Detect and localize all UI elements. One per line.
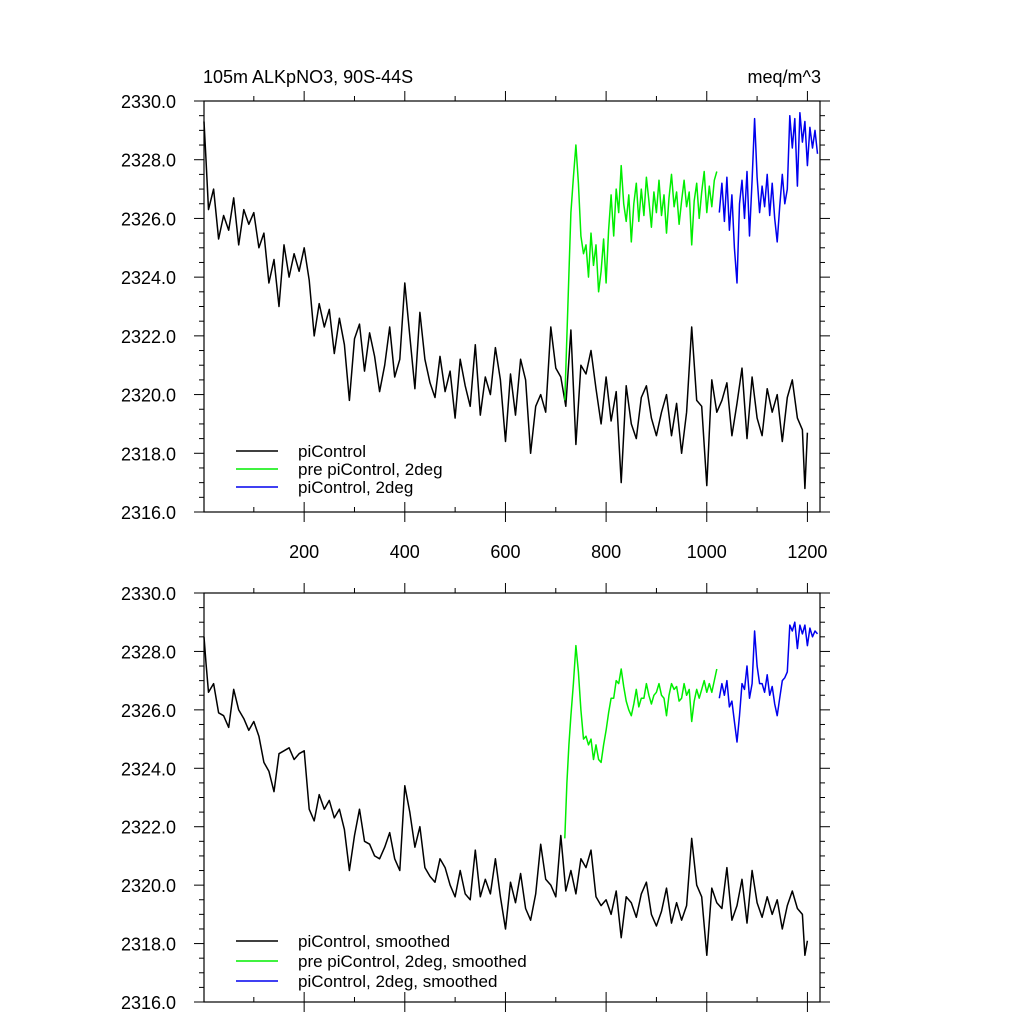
y-tick-label: 2318.0 [121,935,176,955]
y-tick-label: 2324.0 [121,759,176,779]
series-line-1 [564,144,718,401]
y-tick-label: 2324.0 [121,268,176,288]
y-tick-label: 2318.0 [121,444,176,464]
y-tick-label: 2328.0 [121,642,176,662]
x-tick-label: 1000 [687,542,727,562]
series-line-0 [203,121,809,490]
x-tick-label: 400 [390,542,420,562]
bottom-panel: 2316.0 2318.0 2320.0 2322.0 2324.0 2326.0 2328… [121,583,830,1013]
legend-label: piControl, 2deg [298,478,413,497]
series-line-2 [718,621,819,743]
plot-area: 2316.0 2318.0 2320.0 2322.0 2324.0 2326.0 2328… [121,91,830,562]
x-tick-label: 1200 [787,542,827,562]
y-tick-label: 2320.0 [121,386,176,406]
y-tick-label: 2316.0 [121,503,176,523]
legend-label: piControl [298,442,366,461]
x-tick-label: 200 [289,542,319,562]
legend-label: pre piControl, 2deg [298,460,443,479]
y-tick-label: 2330.0 [121,584,176,604]
y-tick-label: 2328.0 [121,151,176,171]
legend-label: piControl, 2deg, smoothed [298,972,497,991]
legend-label: pre piControl, 2deg, smoothed [298,952,527,971]
y-tick-label: 2316.0 [121,993,176,1013]
y-tick-label: 2326.0 [121,209,176,229]
y-tick-label: 2320.0 [121,876,176,896]
series-line-1 [564,644,718,839]
y-tick-label: 2322.0 [121,327,176,347]
legend-label: piControl, smoothed [298,932,450,951]
x-tick-label: 600 [490,542,520,562]
top-panel: 105m ALKpNO3, 90S-44S meq/m^3 2316.0 2318… [121,67,830,562]
y-tick-label: 2330.0 [121,92,176,112]
panel-title: 105m ALKpNO3, 90S-44S [203,67,413,87]
y-tick-label: 2326.0 [121,701,176,721]
plot-area: 2316.0 2318.0 2320.0 2322.0 2324.0 2326.0 2328… [121,583,830,1013]
series-line-2 [718,111,819,284]
units-label: meq/m^3 [748,67,821,87]
x-tick-label: 800 [591,542,621,562]
y-tick-label: 2322.0 [121,818,176,838]
series-line-0 [203,636,809,957]
